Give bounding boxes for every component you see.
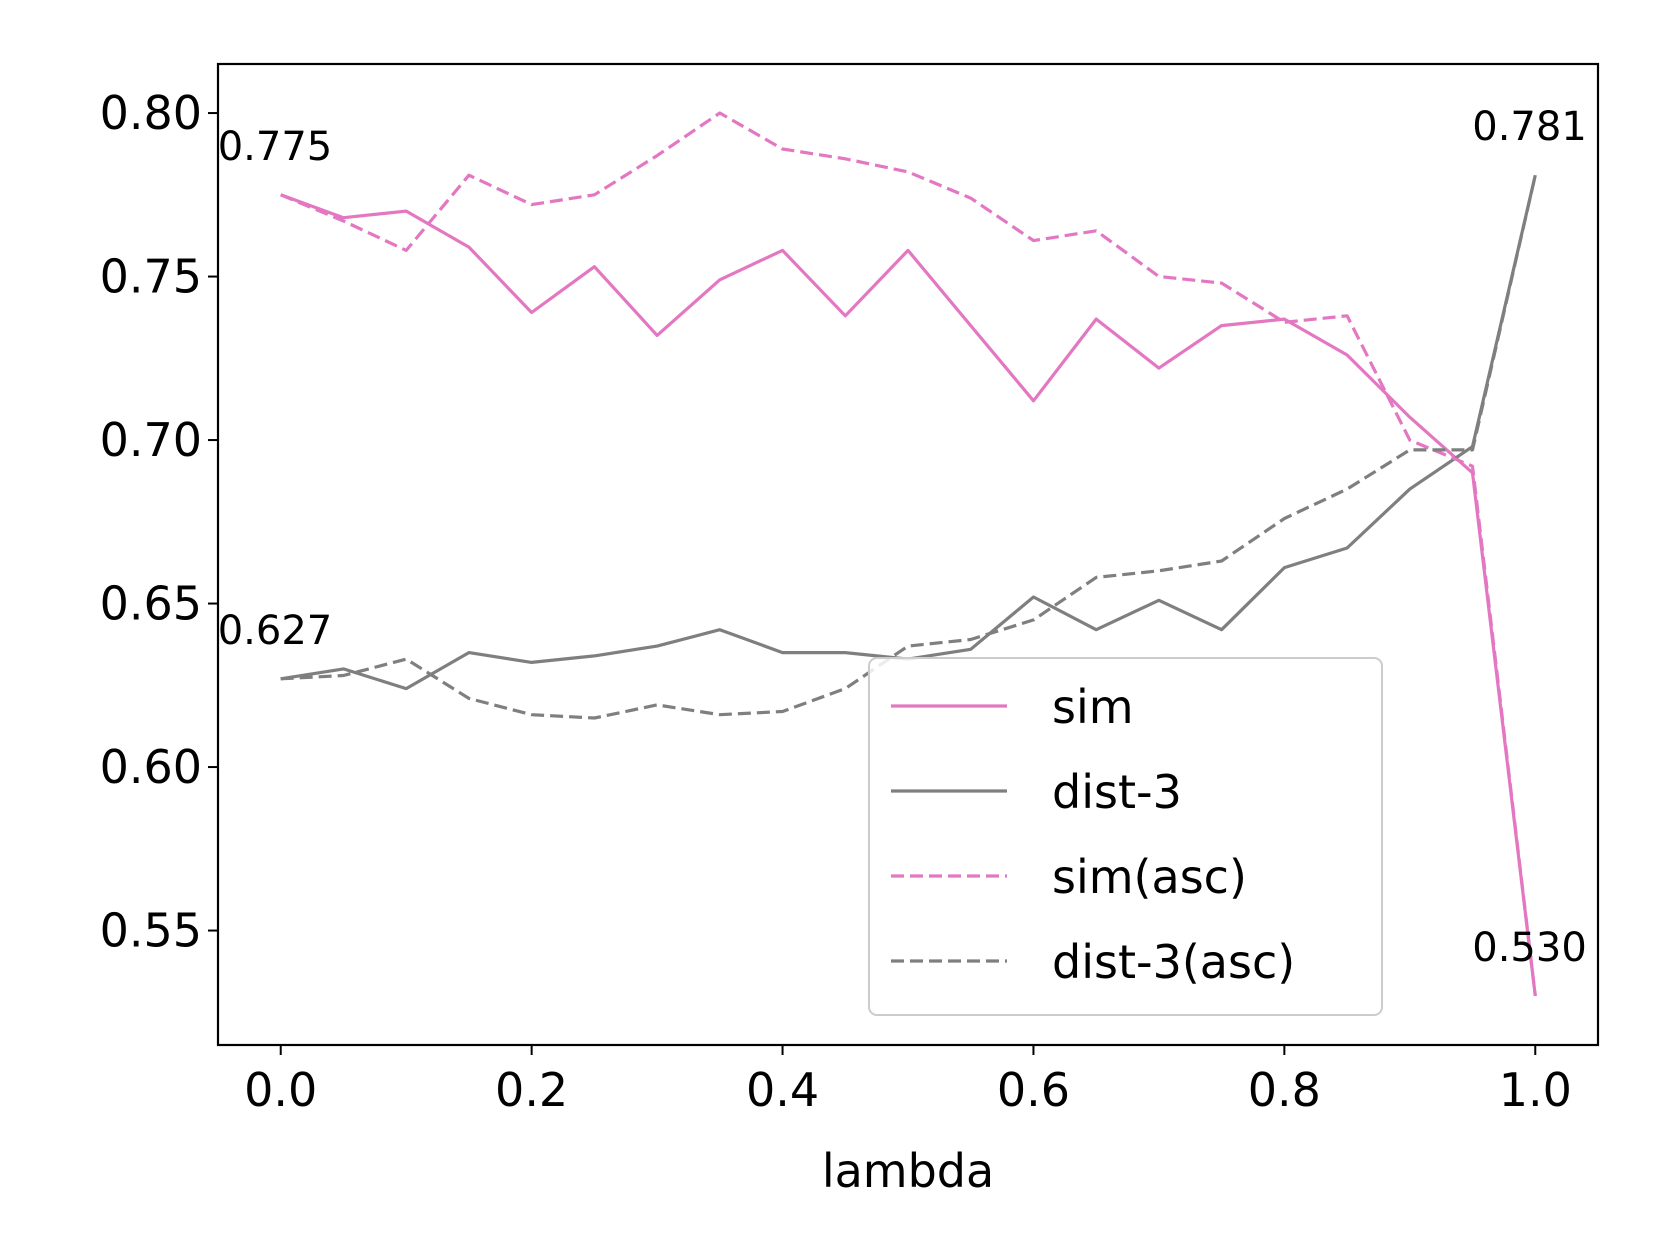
plot-frame bbox=[216, 62, 1600, 1047]
plot-area bbox=[216, 62, 1600, 1047]
annotation-label: 0.775 bbox=[218, 124, 333, 170]
y-tick-label: 0.80 bbox=[100, 86, 202, 140]
annotation-label: 0.530 bbox=[1472, 925, 1587, 971]
series-line-sim-asc- bbox=[280, 111, 1537, 997]
y-tick-label: 0.65 bbox=[100, 577, 202, 631]
x-tick-label: 0.8 bbox=[1248, 1063, 1321, 1117]
y-tick-label: 0.55 bbox=[100, 904, 202, 958]
series-line-sim bbox=[280, 193, 1537, 997]
legend-label: sim(asc) bbox=[1052, 850, 1247, 904]
y-tick-label: 0.60 bbox=[100, 740, 202, 794]
series-line-dist-3-asc- bbox=[280, 174, 1537, 720]
y-axis: 0.55 0.60 0.65 0.70 0.75 0.80 bbox=[100, 86, 218, 958]
x-tick-label: 0.4 bbox=[746, 1063, 819, 1117]
legend-label: dist-3(asc) bbox=[1052, 935, 1295, 989]
x-tick-label: 0.6 bbox=[997, 1063, 1070, 1117]
annotation-label: 0.781 bbox=[1472, 104, 1587, 150]
y-tick-label: 0.70 bbox=[100, 413, 202, 467]
annotations: 0.775 0.627 0.781 0.530 bbox=[218, 104, 1587, 971]
annotation-label: 0.627 bbox=[218, 608, 333, 654]
y-tick-label: 0.75 bbox=[100, 250, 202, 304]
legend-label: sim bbox=[1052, 680, 1134, 734]
x-axis-title: lambda bbox=[822, 1144, 994, 1198]
legend-box bbox=[868, 657, 1383, 1016]
x-tick-label: 0.0 bbox=[244, 1063, 317, 1117]
x-axis: 0.0 0.2 0.4 0.6 0.8 1.0 bbox=[244, 1045, 1572, 1117]
x-tick-label: 0.2 bbox=[495, 1063, 568, 1117]
legend: sim dist-3 sim(asc) dist-3(asc) bbox=[868, 657, 1383, 1016]
x-tick-label: 1.0 bbox=[1499, 1063, 1572, 1117]
legend-label: dist-3 bbox=[1052, 765, 1182, 819]
